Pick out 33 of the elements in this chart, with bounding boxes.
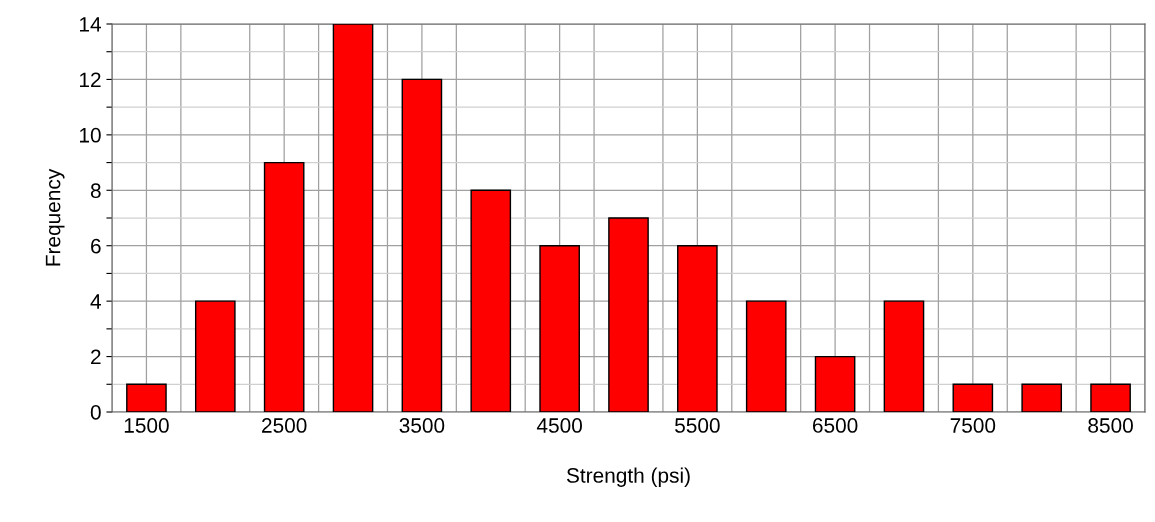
bar xyxy=(677,245,718,412)
x-tick-label: 2500 xyxy=(262,418,307,433)
x-tick-label: 5500 xyxy=(675,418,720,433)
x-tick-label: 1500 xyxy=(124,418,169,433)
y-tick-label: 6 xyxy=(91,238,101,254)
x-tick-label: 3500 xyxy=(399,418,445,433)
bar xyxy=(1021,383,1063,412)
bar xyxy=(814,355,856,412)
bar xyxy=(883,300,925,412)
x-tick-label: 4500 xyxy=(536,418,582,433)
bar xyxy=(401,78,443,412)
y-tick-label: 14 xyxy=(80,17,101,32)
y-tick-label: 4 xyxy=(90,294,101,309)
x-tick-label: 6500 xyxy=(812,418,858,433)
y-tick-label: 10 xyxy=(80,127,101,143)
bar xyxy=(608,217,649,412)
y-tick-label: 12 xyxy=(80,72,101,87)
x-axis-title: Strength (psi) xyxy=(566,467,690,487)
bar xyxy=(263,161,305,412)
bar xyxy=(745,300,787,412)
y-tick-label: 8 xyxy=(90,183,101,199)
x-tick-label: 8500 xyxy=(1088,418,1133,433)
bar xyxy=(1090,383,1131,412)
y-axis-title: Frequency xyxy=(45,168,65,266)
bar xyxy=(952,383,994,412)
bar xyxy=(470,189,512,412)
bar xyxy=(332,24,374,412)
y-tick-label: 2 xyxy=(91,349,101,365)
bar xyxy=(194,300,236,412)
bar xyxy=(539,245,580,412)
y-tick-label: 0 xyxy=(90,405,101,420)
x-tick-label: 7500 xyxy=(950,418,996,433)
bar xyxy=(126,383,167,412)
